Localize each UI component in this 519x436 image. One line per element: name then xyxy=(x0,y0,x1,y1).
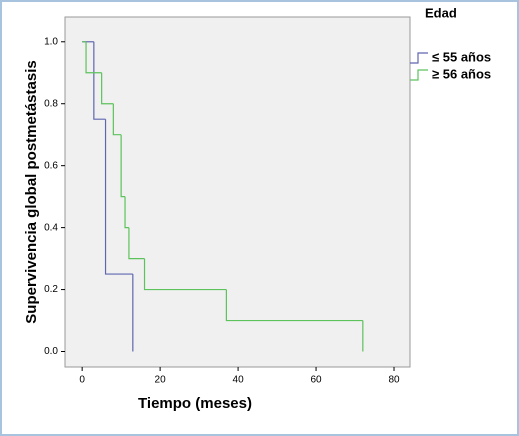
survival-step xyxy=(104,119,133,275)
legend-label: ≤ 55 años xyxy=(432,49,491,64)
y-tick-label: 1.0 xyxy=(44,36,58,47)
y-tick-label: 0.2 xyxy=(44,284,58,295)
legend-symbol xyxy=(410,69,428,81)
survival-step xyxy=(143,258,227,291)
survival-step xyxy=(225,289,363,322)
x-tick-label: 40 xyxy=(233,375,245,386)
survival-step xyxy=(85,41,102,74)
y-tick-label: 0.6 xyxy=(44,160,58,171)
y-axis-label: Supervivencia global postmetástasis xyxy=(23,60,40,323)
legend-title: Edad xyxy=(425,5,457,20)
survival-step xyxy=(101,72,114,105)
legend-label: ≥ 56 años xyxy=(432,66,491,81)
y-tick-label: 0.4 xyxy=(44,222,58,233)
x-axis-label: Tiempo (meses) xyxy=(138,395,252,412)
survival-step xyxy=(128,227,145,260)
plot-area xyxy=(64,16,411,368)
x-tick-label: 60 xyxy=(310,375,322,386)
survival-step xyxy=(124,196,129,229)
x-tick-label: 80 xyxy=(388,375,400,386)
survival-step xyxy=(120,134,126,198)
survival-step xyxy=(93,41,106,120)
y-tick-label: 0.0 xyxy=(44,346,58,357)
survival-step xyxy=(112,103,122,136)
x-tick-label: 0 xyxy=(79,375,85,386)
legend-symbol xyxy=(410,52,428,64)
x-tick-label: 20 xyxy=(155,375,167,386)
y-tick-label: 0.8 xyxy=(44,98,58,109)
